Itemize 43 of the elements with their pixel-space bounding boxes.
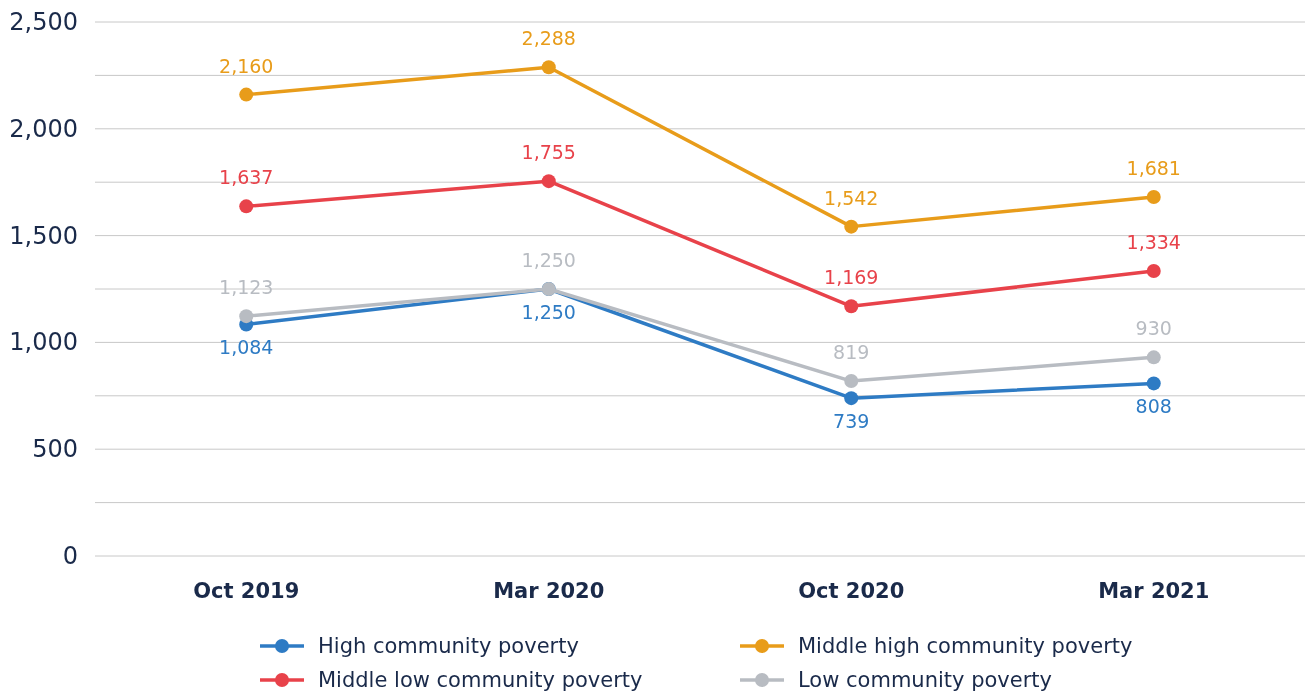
y-tick-label: 2,000 (9, 114, 78, 143)
data-label: 1,334 (1126, 231, 1181, 254)
data-label: 739 (833, 410, 870, 433)
point (1146, 189, 1161, 204)
point (541, 60, 556, 75)
data-label: 1,123 (219, 276, 274, 299)
point (239, 309, 254, 324)
point (541, 174, 556, 189)
y-tick-label: 500 (32, 435, 78, 464)
legend-label: Middle high community poverty (798, 634, 1133, 658)
data-label: 1,755 (521, 141, 576, 164)
legend-label: Middle low community poverty (318, 668, 643, 692)
point (1146, 350, 1161, 365)
data-label: 1,169 (824, 266, 879, 289)
y-tick-label: 2,500 (9, 8, 78, 36)
x-tick-label: Mar 2020 (493, 579, 605, 603)
point (844, 374, 859, 389)
data-label: 1,250 (521, 301, 576, 323)
data-label: 819 (833, 341, 870, 364)
point (239, 199, 254, 214)
y-tick-label: 1,000 (9, 328, 78, 357)
data-label: 930 (1135, 317, 1172, 340)
point (1146, 376, 1161, 391)
data-label: 1,637 (219, 166, 274, 189)
data-label: 1,084 (219, 336, 274, 359)
y-tick-label: 0 (62, 542, 78, 570)
point (844, 299, 859, 314)
data-label: 1,250 (521, 249, 576, 271)
data-label: 1,542 (824, 186, 879, 209)
point (1146, 264, 1161, 279)
x-tick-label: Oct 2019 (193, 579, 300, 603)
legend-label: Low community poverty (798, 668, 1052, 692)
legend-label: High community poverty (318, 634, 579, 658)
data-label: 2,160 (219, 54, 274, 77)
point (844, 219, 859, 234)
data-label: 2,288 (521, 27, 576, 50)
x-tick-label: Oct 2020 (798, 579, 905, 603)
point (844, 391, 859, 406)
x-tick-label: Mar 2021 (1098, 579, 1210, 603)
point (239, 87, 254, 102)
data-label: 808 (1135, 395, 1172, 418)
data-label: 1,681 (1126, 156, 1181, 179)
y-tick-label: 1,500 (9, 221, 78, 250)
